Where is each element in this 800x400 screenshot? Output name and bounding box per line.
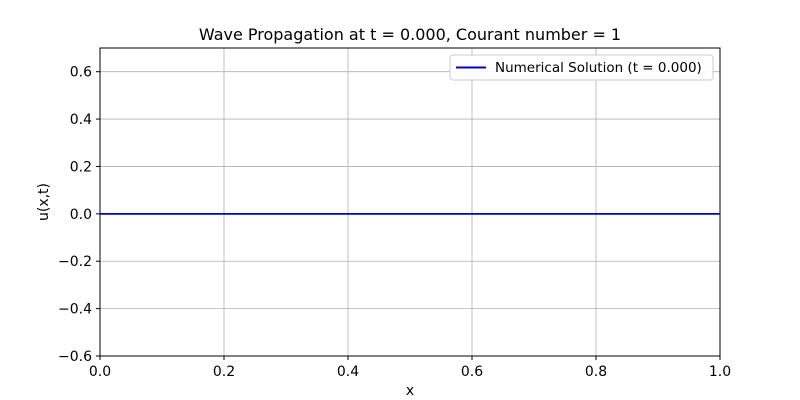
y-tick-label: 0.6 (70, 65, 92, 81)
x-axis-ticks: 0.0 0.2 0.4 0.6 0.8 1.0 (89, 356, 731, 380)
y-tick-label: 0.0 (70, 207, 92, 223)
x-tick-label: 1.0 (709, 364, 731, 380)
legend-box (449, 54, 714, 81)
x-axis-label: x (406, 383, 414, 399)
y-tick-label: −0.4 (58, 302, 92, 318)
y-tick-label: 0.4 (70, 112, 92, 128)
plot-frame (99, 47, 721, 357)
y-axis-label: u(x,t) (36, 183, 52, 221)
y-tick-label: −0.6 (58, 349, 92, 365)
legend-label: Numerical Solution (t = 0.000) (495, 60, 702, 76)
y-tick-label: −0.2 (58, 254, 92, 270)
x-tick-label: 0.0 (89, 364, 111, 380)
x-tick-label: 0.2 (213, 364, 235, 380)
legend: Numerical Solution (t = 0.000) (449, 54, 714, 81)
y-axis-ticks: −0.6 −0.4 −0.2 0.0 0.2 0.4 0.6 (58, 65, 100, 365)
chart-title: Wave Propagation at t = 0.000, Courant n… (199, 25, 621, 44)
y-tick-label: 0.2 (70, 159, 92, 175)
x-tick-label: 0.6 (461, 364, 483, 380)
x-tick-label: 0.4 (337, 364, 359, 380)
x-tick-label: 0.8 (585, 364, 607, 380)
